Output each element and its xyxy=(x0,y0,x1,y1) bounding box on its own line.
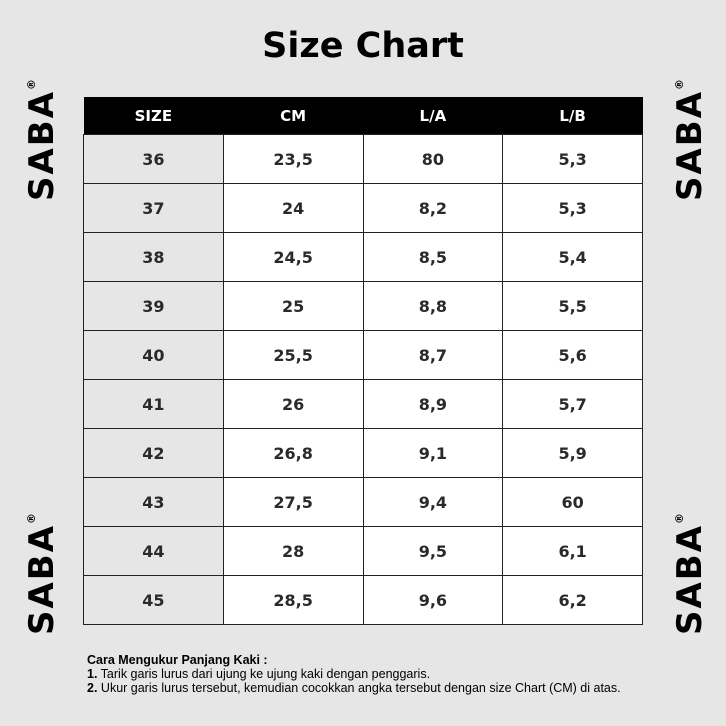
measurement-notes: Cara Mengukur Panjang Kaki : 1. Tarik ga… xyxy=(87,653,621,695)
cell-size: 38 xyxy=(83,232,224,282)
size-chart-table: SIZE CM L/A L/B 36 23,5 80 5,3 37 24 8,2 5,3 38 2… xyxy=(83,97,643,625)
header-la: L/A xyxy=(363,97,503,135)
cell-cm: 23,5 xyxy=(222,134,364,184)
cell-lb: 5,9 xyxy=(502,428,643,478)
cell-size: 41 xyxy=(83,379,224,429)
cell-lb: 6,2 xyxy=(502,575,643,625)
cell-la: 9,5 xyxy=(362,526,504,576)
cell-size: 36 xyxy=(83,134,224,184)
cell-lb: 5,7 xyxy=(502,379,643,429)
brand-logo: SABA® xyxy=(670,512,710,635)
cell-cm: 26 xyxy=(222,379,364,429)
notes-step: 2. Ukur garis lurus tersebut, kemudian c… xyxy=(87,681,621,695)
cell-lb: 5,4 xyxy=(502,232,643,282)
cell-size: 42 xyxy=(83,428,224,478)
table-row: 40 25,5 8,7 5,6 xyxy=(83,330,643,380)
table-row: 43 27,5 9,4 60 xyxy=(83,477,643,527)
cell-lb: 5,3 xyxy=(502,183,643,233)
table-row: 38 24,5 8,5 5,4 xyxy=(83,232,643,282)
table-row: 37 24 8,2 5,3 xyxy=(83,183,643,233)
cell-lb: 5,5 xyxy=(502,281,643,331)
cell-cm: 25 xyxy=(222,281,364,331)
cell-lb: 6,1 xyxy=(502,526,643,576)
header-size: SIZE xyxy=(83,97,224,135)
cell-cm: 24 xyxy=(222,183,364,233)
table-row: 42 26,8 9,1 5,9 xyxy=(83,428,643,478)
cell-la: 9,4 xyxy=(362,477,504,527)
cell-la: 8,5 xyxy=(362,232,504,282)
notes-heading: Cara Mengukur Panjang Kaki : xyxy=(87,653,268,667)
cell-cm: 28,5 xyxy=(222,575,364,625)
cell-la: 9,1 xyxy=(362,428,504,478)
cell-cm: 27,5 xyxy=(222,477,364,527)
header-cm: CM xyxy=(223,97,363,135)
table-row: 45 28,5 9,6 6,2 xyxy=(83,575,643,625)
cell-la: 8,8 xyxy=(362,281,504,331)
table-row: 36 23,5 80 5,3 xyxy=(83,134,643,184)
notes-step: 1. Tarik garis lurus dari ujung ke ujung… xyxy=(87,667,431,681)
table-header-row: SIZE CM L/A L/B xyxy=(83,97,643,135)
cell-lb: 5,3 xyxy=(502,134,643,184)
brand-logo: SABA® xyxy=(670,78,710,201)
cell-lb: 5,6 xyxy=(502,330,643,380)
cell-la: 8,2 xyxy=(362,183,504,233)
cell-cm: 28 xyxy=(222,526,364,576)
cell-size: 44 xyxy=(83,526,224,576)
header-lb: L/B xyxy=(502,97,643,135)
table-row: 41 26 8,9 5,7 xyxy=(83,379,643,429)
cell-size: 37 xyxy=(83,183,224,233)
cell-size: 45 xyxy=(83,575,224,625)
cell-cm: 26,8 xyxy=(222,428,364,478)
cell-cm: 24,5 xyxy=(222,232,364,282)
cell-la: 8,9 xyxy=(362,379,504,429)
page-title: Size Chart xyxy=(262,26,464,66)
table-row: 44 28 9,5 6,1 xyxy=(83,526,643,576)
table-row: 39 25 8,8 5,5 xyxy=(83,281,643,331)
brand-logo: SABA® xyxy=(22,78,62,201)
cell-lb: 60 xyxy=(502,477,643,527)
brand-logo: SABA® xyxy=(22,512,62,635)
cell-size: 39 xyxy=(83,281,224,331)
cell-cm: 25,5 xyxy=(222,330,364,380)
cell-la: 9,6 xyxy=(362,575,504,625)
cell-la: 8,7 xyxy=(362,330,504,380)
cell-la: 80 xyxy=(362,134,504,184)
cell-size: 43 xyxy=(83,477,224,527)
cell-size: 40 xyxy=(83,330,224,380)
